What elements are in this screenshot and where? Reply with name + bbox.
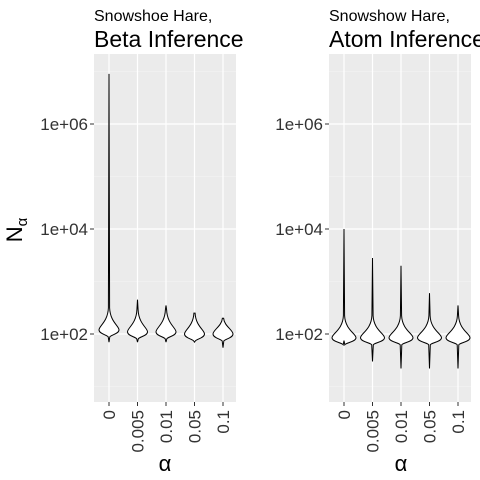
violin-0 bbox=[98, 73, 120, 343]
plot-background bbox=[94, 54, 236, 402]
violins bbox=[331, 228, 471, 369]
x-axis-label: α bbox=[159, 451, 172, 476]
y-tick-label: 1e+02 bbox=[275, 325, 323, 344]
x-tick-label: 0.005 bbox=[129, 410, 148, 453]
y-axis-label-main: N bbox=[2, 226, 27, 242]
violin-0-01 bbox=[388, 265, 414, 369]
y-tick-label: 1e+02 bbox=[40, 325, 88, 344]
panel-atom-inference: Snowshow Hare, Atom Inference 1e+02 1e+04… bbox=[275, 8, 480, 476]
y-tick-label: 1e+04 bbox=[40, 220, 88, 239]
x-tick-label: 0 bbox=[100, 410, 119, 419]
y-tick-label: 1e+06 bbox=[275, 115, 323, 134]
violins bbox=[98, 73, 234, 348]
x-axis-label: α bbox=[395, 451, 408, 476]
violin-0-05 bbox=[416, 293, 443, 369]
y-axis: 1e+02 1e+04 1e+06 bbox=[40, 115, 94, 344]
x-tick-label: 0.01 bbox=[392, 410, 411, 443]
y-axis-label-subscript: α bbox=[14, 217, 31, 226]
panel-beta-inference: Snowshoe Hare, Beta Inference 1e+02 1e+04… bbox=[2, 8, 244, 476]
x-tick-label: 0 bbox=[335, 410, 354, 419]
panel-background bbox=[94, 54, 236, 402]
x-axis: 0 0.005 0.01 0.05 0.1 bbox=[100, 402, 233, 453]
x-tick-label: 0.05 bbox=[421, 410, 440, 443]
y-axis: 1e+02 1e+04 1e+06 bbox=[275, 115, 329, 344]
x-axis: 0 0.005 0.01 0.05 0.1 bbox=[335, 402, 468, 453]
y-tick-label: 1e+04 bbox=[275, 220, 323, 239]
panel-subtitle: Snowshow Hare, bbox=[329, 8, 450, 25]
violin-0-005 bbox=[126, 299, 149, 343]
x-tick-label: 0.05 bbox=[186, 410, 205, 443]
gridlines bbox=[329, 54, 471, 402]
x-tick-label: 0.1 bbox=[449, 410, 468, 434]
panel-title: Beta Inference bbox=[94, 26, 244, 52]
x-tick-label: 0.005 bbox=[364, 410, 383, 453]
x-tick-label: 0.1 bbox=[214, 410, 233, 434]
violin-0 bbox=[331, 228, 357, 347]
y-axis-label: Nα bbox=[2, 217, 31, 242]
violin-0-01 bbox=[155, 305, 177, 343]
x-tick-label: 0.01 bbox=[157, 410, 176, 443]
violin-0-1 bbox=[212, 317, 234, 348]
panel-title: Atom Inference bbox=[329, 26, 480, 52]
violin-0-05 bbox=[183, 312, 206, 343]
violin-0-1 bbox=[445, 305, 471, 369]
violin-0-005 bbox=[359, 258, 386, 362]
y-tick-label: 1e+06 bbox=[40, 115, 88, 134]
panel-subtitle: Snowshoe Hare, bbox=[94, 8, 212, 25]
